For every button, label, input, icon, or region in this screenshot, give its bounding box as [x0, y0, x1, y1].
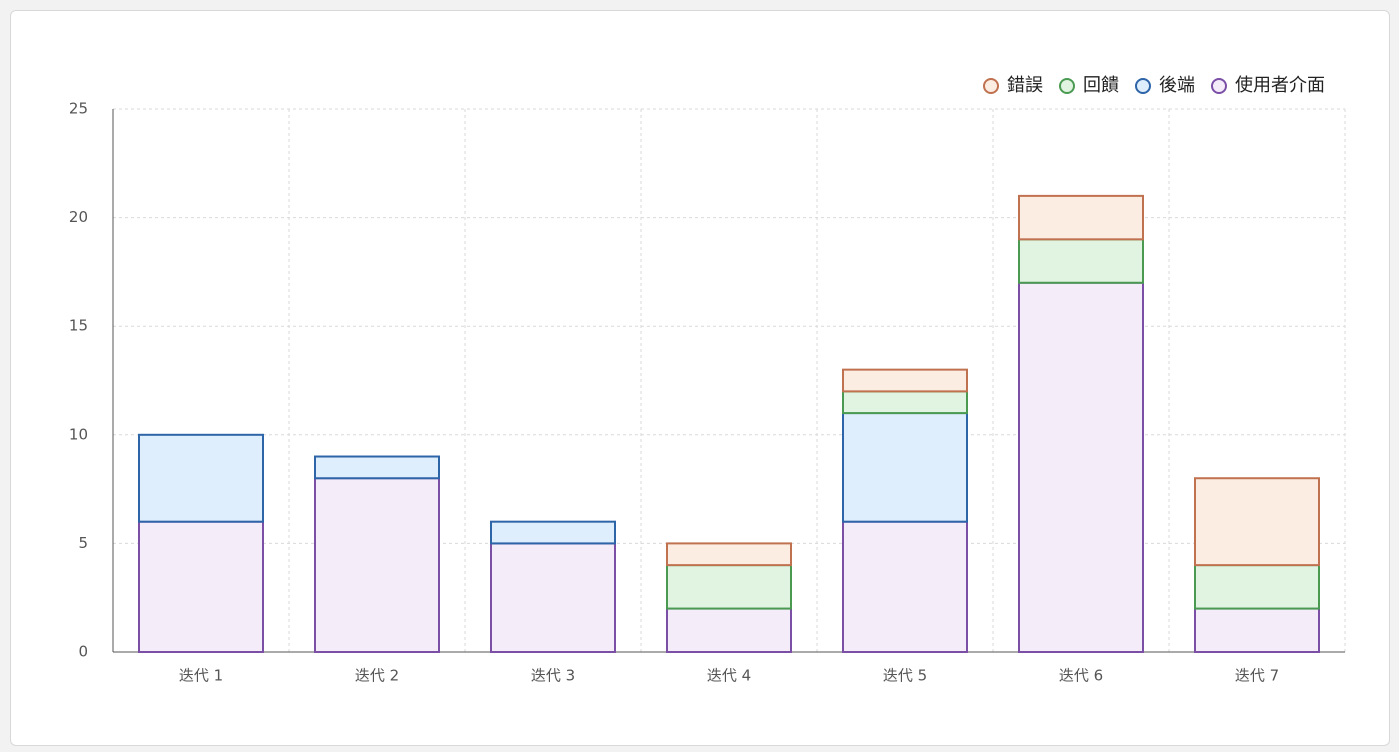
bar-segment — [1018, 194, 1144, 241]
bar-segment — [666, 607, 792, 653]
bar-segment — [314, 477, 440, 653]
bar-segment — [490, 542, 616, 654]
x-tick-label: 迭代 4 — [707, 667, 751, 685]
legend-marker — [1135, 78, 1151, 94]
y-tick-label: 0 — [78, 643, 88, 661]
x-tick-label: 迭代 2 — [355, 667, 399, 685]
bar-segment — [1194, 477, 1320, 567]
x-tick-label: 迭代 6 — [1059, 667, 1103, 685]
bar-segment — [314, 455, 440, 480]
legend-label: 使用者介面 — [1235, 75, 1325, 96]
bar-segment — [490, 520, 616, 545]
legend-label: 後端 — [1159, 75, 1195, 96]
bar-segment — [842, 412, 968, 523]
x-tick-label: 迭代 5 — [883, 667, 927, 685]
bar-segment — [138, 433, 264, 523]
y-tick-label: 25 — [69, 100, 88, 118]
bar-segment — [842, 520, 968, 653]
legend-marker — [1059, 78, 1075, 94]
bar-segment — [1018, 238, 1144, 284]
bar-segment — [842, 390, 968, 415]
y-tick-label: 5 — [78, 534, 88, 552]
x-tick-label: 迭代 7 — [1235, 667, 1279, 685]
y-tick-label: 15 — [69, 317, 88, 335]
y-tick-label: 20 — [69, 208, 88, 226]
legend-marker — [1211, 78, 1227, 94]
bar-segment — [842, 368, 968, 393]
y-tick-label: 10 — [69, 425, 88, 443]
bar-segment — [138, 520, 264, 653]
x-tick-label: 迭代 1 — [179, 667, 223, 685]
x-tick-label: 迭代 3 — [531, 667, 575, 685]
bar-segment — [666, 542, 792, 567]
legend-label: 回饋 — [1083, 75, 1119, 96]
legend-label: 錯誤 — [1007, 75, 1043, 96]
bar-segment — [1194, 607, 1320, 653]
bar-segment — [1018, 281, 1144, 653]
legend-marker — [983, 78, 999, 94]
bar-segment — [666, 564, 792, 610]
bar-segment — [1194, 564, 1320, 610]
